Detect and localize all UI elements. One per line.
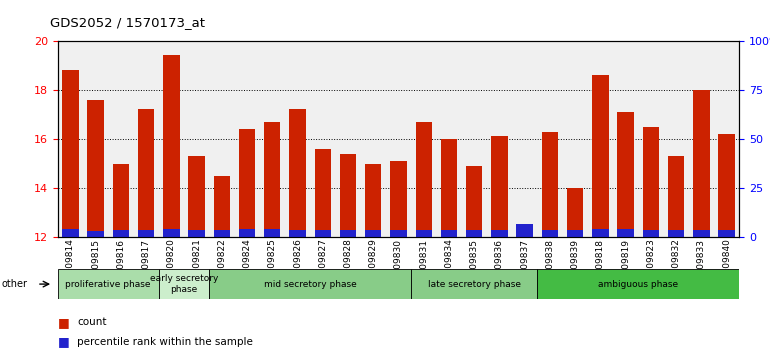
Bar: [390, 230, 407, 237]
Bar: [239, 129, 255, 237]
Bar: [440, 230, 457, 237]
Bar: [491, 230, 507, 237]
Bar: [159, 269, 209, 299]
Bar: [264, 122, 280, 237]
Bar: [62, 70, 79, 237]
Bar: [416, 122, 432, 237]
Bar: [592, 229, 608, 237]
Bar: [517, 224, 533, 237]
Bar: [163, 229, 179, 237]
Bar: [718, 134, 735, 237]
Bar: [491, 137, 507, 237]
Bar: [138, 109, 154, 237]
Bar: [239, 229, 255, 237]
Bar: [517, 232, 533, 237]
Bar: [668, 230, 685, 237]
Bar: [315, 230, 331, 237]
Bar: [643, 127, 659, 237]
Bar: [416, 230, 432, 237]
Text: other: other: [2, 279, 28, 289]
Bar: [365, 230, 381, 237]
Bar: [390, 161, 407, 237]
Bar: [290, 109, 306, 237]
Text: count: count: [77, 317, 106, 327]
Bar: [693, 90, 709, 237]
Bar: [315, 149, 331, 237]
Bar: [668, 156, 685, 237]
Bar: [189, 156, 205, 237]
Bar: [213, 230, 230, 237]
Text: proliferative phase: proliferative phase: [65, 280, 151, 289]
Text: mid secretory phase: mid secretory phase: [264, 280, 357, 289]
Bar: [643, 230, 659, 237]
Text: percentile rank within the sample: percentile rank within the sample: [77, 337, 253, 347]
Bar: [542, 230, 558, 237]
Text: late secretory phase: late secretory phase: [427, 280, 521, 289]
Bar: [365, 164, 381, 237]
Bar: [466, 166, 482, 237]
Bar: [466, 230, 482, 237]
Bar: [440, 139, 457, 237]
Bar: [213, 176, 230, 237]
Bar: [567, 188, 584, 237]
Bar: [411, 269, 537, 299]
Bar: [88, 231, 104, 237]
Bar: [693, 230, 709, 237]
Text: ■: ■: [58, 316, 69, 329]
Bar: [542, 132, 558, 237]
Bar: [88, 99, 104, 237]
Bar: [189, 230, 205, 237]
Bar: [264, 229, 280, 237]
Bar: [112, 230, 129, 237]
Bar: [209, 269, 411, 299]
Bar: [537, 269, 739, 299]
Bar: [592, 75, 608, 237]
Bar: [163, 56, 179, 237]
Bar: [112, 164, 129, 237]
Bar: [618, 112, 634, 237]
Bar: [340, 230, 357, 237]
Bar: [290, 230, 306, 237]
Bar: [58, 269, 159, 299]
Text: ambiguous phase: ambiguous phase: [598, 280, 678, 289]
Bar: [618, 229, 634, 237]
Bar: [567, 230, 584, 237]
Text: GDS2052 / 1570173_at: GDS2052 / 1570173_at: [50, 16, 205, 29]
Bar: [138, 230, 154, 237]
Bar: [340, 154, 357, 237]
Text: ■: ■: [58, 335, 69, 348]
Bar: [62, 229, 79, 237]
Bar: [718, 230, 735, 237]
Text: early secretory
phase: early secretory phase: [149, 274, 218, 294]
